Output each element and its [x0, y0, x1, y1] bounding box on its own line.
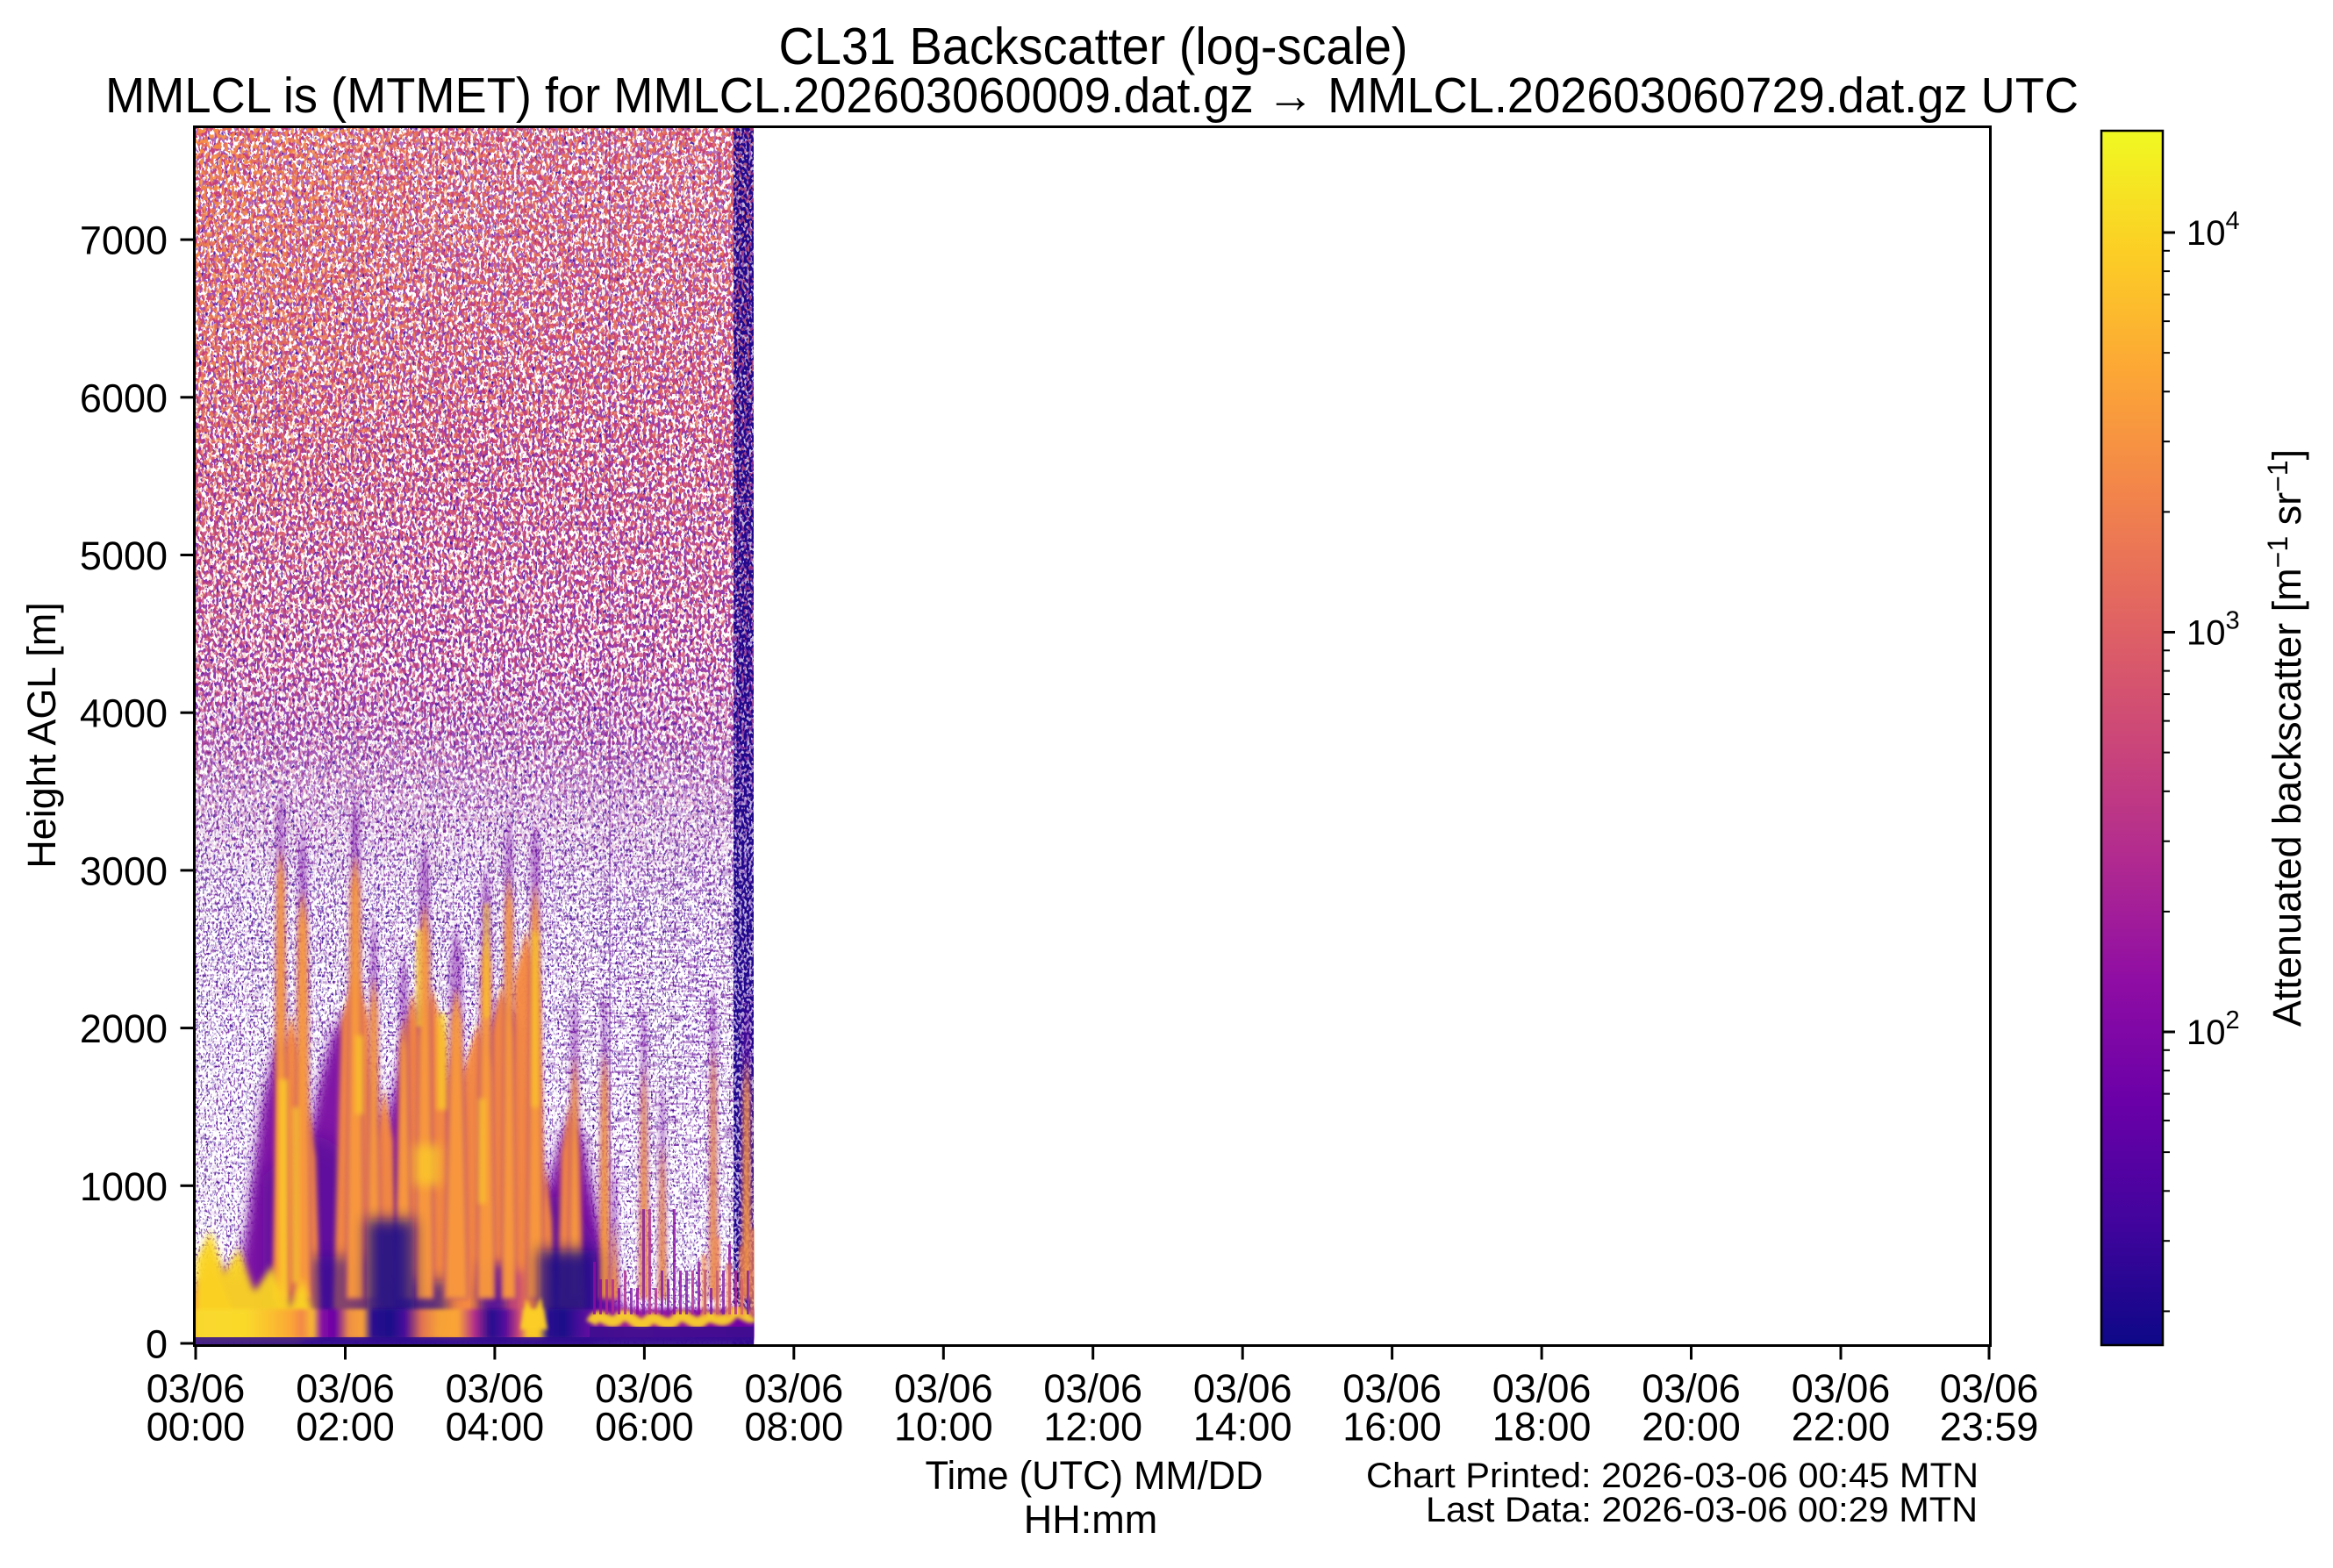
- svg-text:03/06: 03/06: [595, 1366, 694, 1411]
- svg-text:Chart Printed: 2026-03-06 00:4: Chart Printed: 2026-03-06 00:45 MTN: [1366, 1457, 1979, 1495]
- svg-text:03/06: 03/06: [1342, 1366, 1442, 1411]
- svg-text:104: 104: [2186, 207, 2240, 253]
- svg-text:7000: 7000: [80, 218, 168, 263]
- svg-text:5000: 5000: [80, 533, 168, 578]
- svg-text:03/06: 03/06: [1492, 1366, 1592, 1411]
- svg-text:HH:mm: HH:mm: [1024, 1497, 1157, 1542]
- svg-text:4000: 4000: [80, 691, 168, 736]
- svg-text:0: 0: [146, 1322, 168, 1367]
- svg-text:MMLCL is (MTMET) for MMLCL.202: MMLCL is (MTMET) for MMLCL.202603060009.…: [105, 68, 2079, 124]
- svg-text:2000: 2000: [80, 1006, 168, 1051]
- svg-text:03/06: 03/06: [1193, 1366, 1292, 1411]
- svg-text:03/06: 03/06: [1642, 1366, 1741, 1411]
- svg-text:23:59: 23:59: [1940, 1405, 2039, 1450]
- svg-text:20:00: 20:00: [1642, 1405, 1741, 1450]
- svg-text:03/06: 03/06: [147, 1366, 246, 1411]
- svg-text:Last Data: 2026-03-06 00:29 MT: Last Data: 2026-03-06 00:29 MTN: [1426, 1491, 1978, 1529]
- svg-text:103: 103: [2186, 607, 2240, 653]
- svg-text:6000: 6000: [80, 376, 168, 420]
- svg-text:Time (UTC) MM/DD: Time (UTC) MM/DD: [926, 1453, 1263, 1498]
- svg-text:16:00: 16:00: [1342, 1405, 1442, 1450]
- svg-text:14:00: 14:00: [1193, 1405, 1292, 1450]
- svg-text:04:00: 04:00: [446, 1405, 545, 1450]
- svg-text:06:00: 06:00: [595, 1405, 694, 1450]
- svg-text:03/06: 03/06: [446, 1366, 545, 1411]
- svg-text:00:00: 00:00: [147, 1405, 246, 1450]
- svg-text:18:00: 18:00: [1492, 1405, 1592, 1450]
- svg-text:1000: 1000: [80, 1164, 168, 1209]
- svg-text:03/06: 03/06: [1792, 1366, 1891, 1411]
- svg-text:03/06: 03/06: [1940, 1366, 2039, 1411]
- svg-text:22:00: 22:00: [1792, 1405, 1891, 1450]
- svg-text:CL31 Backscatter (log-scale): CL31 Backscatter (log-scale): [779, 18, 1408, 75]
- svg-text:12:00: 12:00: [1043, 1405, 1142, 1450]
- svg-text:03/06: 03/06: [1043, 1366, 1142, 1411]
- svg-text:03/06: 03/06: [296, 1366, 395, 1411]
- svg-text:3000: 3000: [80, 848, 168, 893]
- svg-text:03/06: 03/06: [744, 1366, 843, 1411]
- svg-text:102: 102: [2186, 1006, 2240, 1052]
- svg-text:03/06: 03/06: [894, 1366, 993, 1411]
- svg-text:08:00: 08:00: [744, 1405, 843, 1450]
- svg-text:Attenuated backscatter [m−1 sr: Attenuated backscatter [m−1 sr−1]: [2262, 449, 2309, 1027]
- svg-text:10:00: 10:00: [894, 1405, 993, 1450]
- svg-text:Height AGL [m]: Height AGL [m]: [19, 602, 64, 868]
- svg-text:02:00: 02:00: [296, 1405, 395, 1450]
